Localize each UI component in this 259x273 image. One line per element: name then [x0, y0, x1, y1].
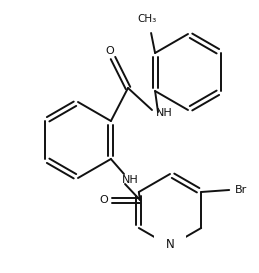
Text: NH: NH [156, 108, 172, 118]
Text: O: O [106, 46, 114, 56]
Text: CH₃: CH₃ [138, 14, 157, 24]
Text: Br: Br [235, 185, 247, 195]
Text: NH: NH [122, 175, 138, 185]
Text: O: O [100, 195, 108, 205]
Text: N: N [166, 239, 174, 251]
